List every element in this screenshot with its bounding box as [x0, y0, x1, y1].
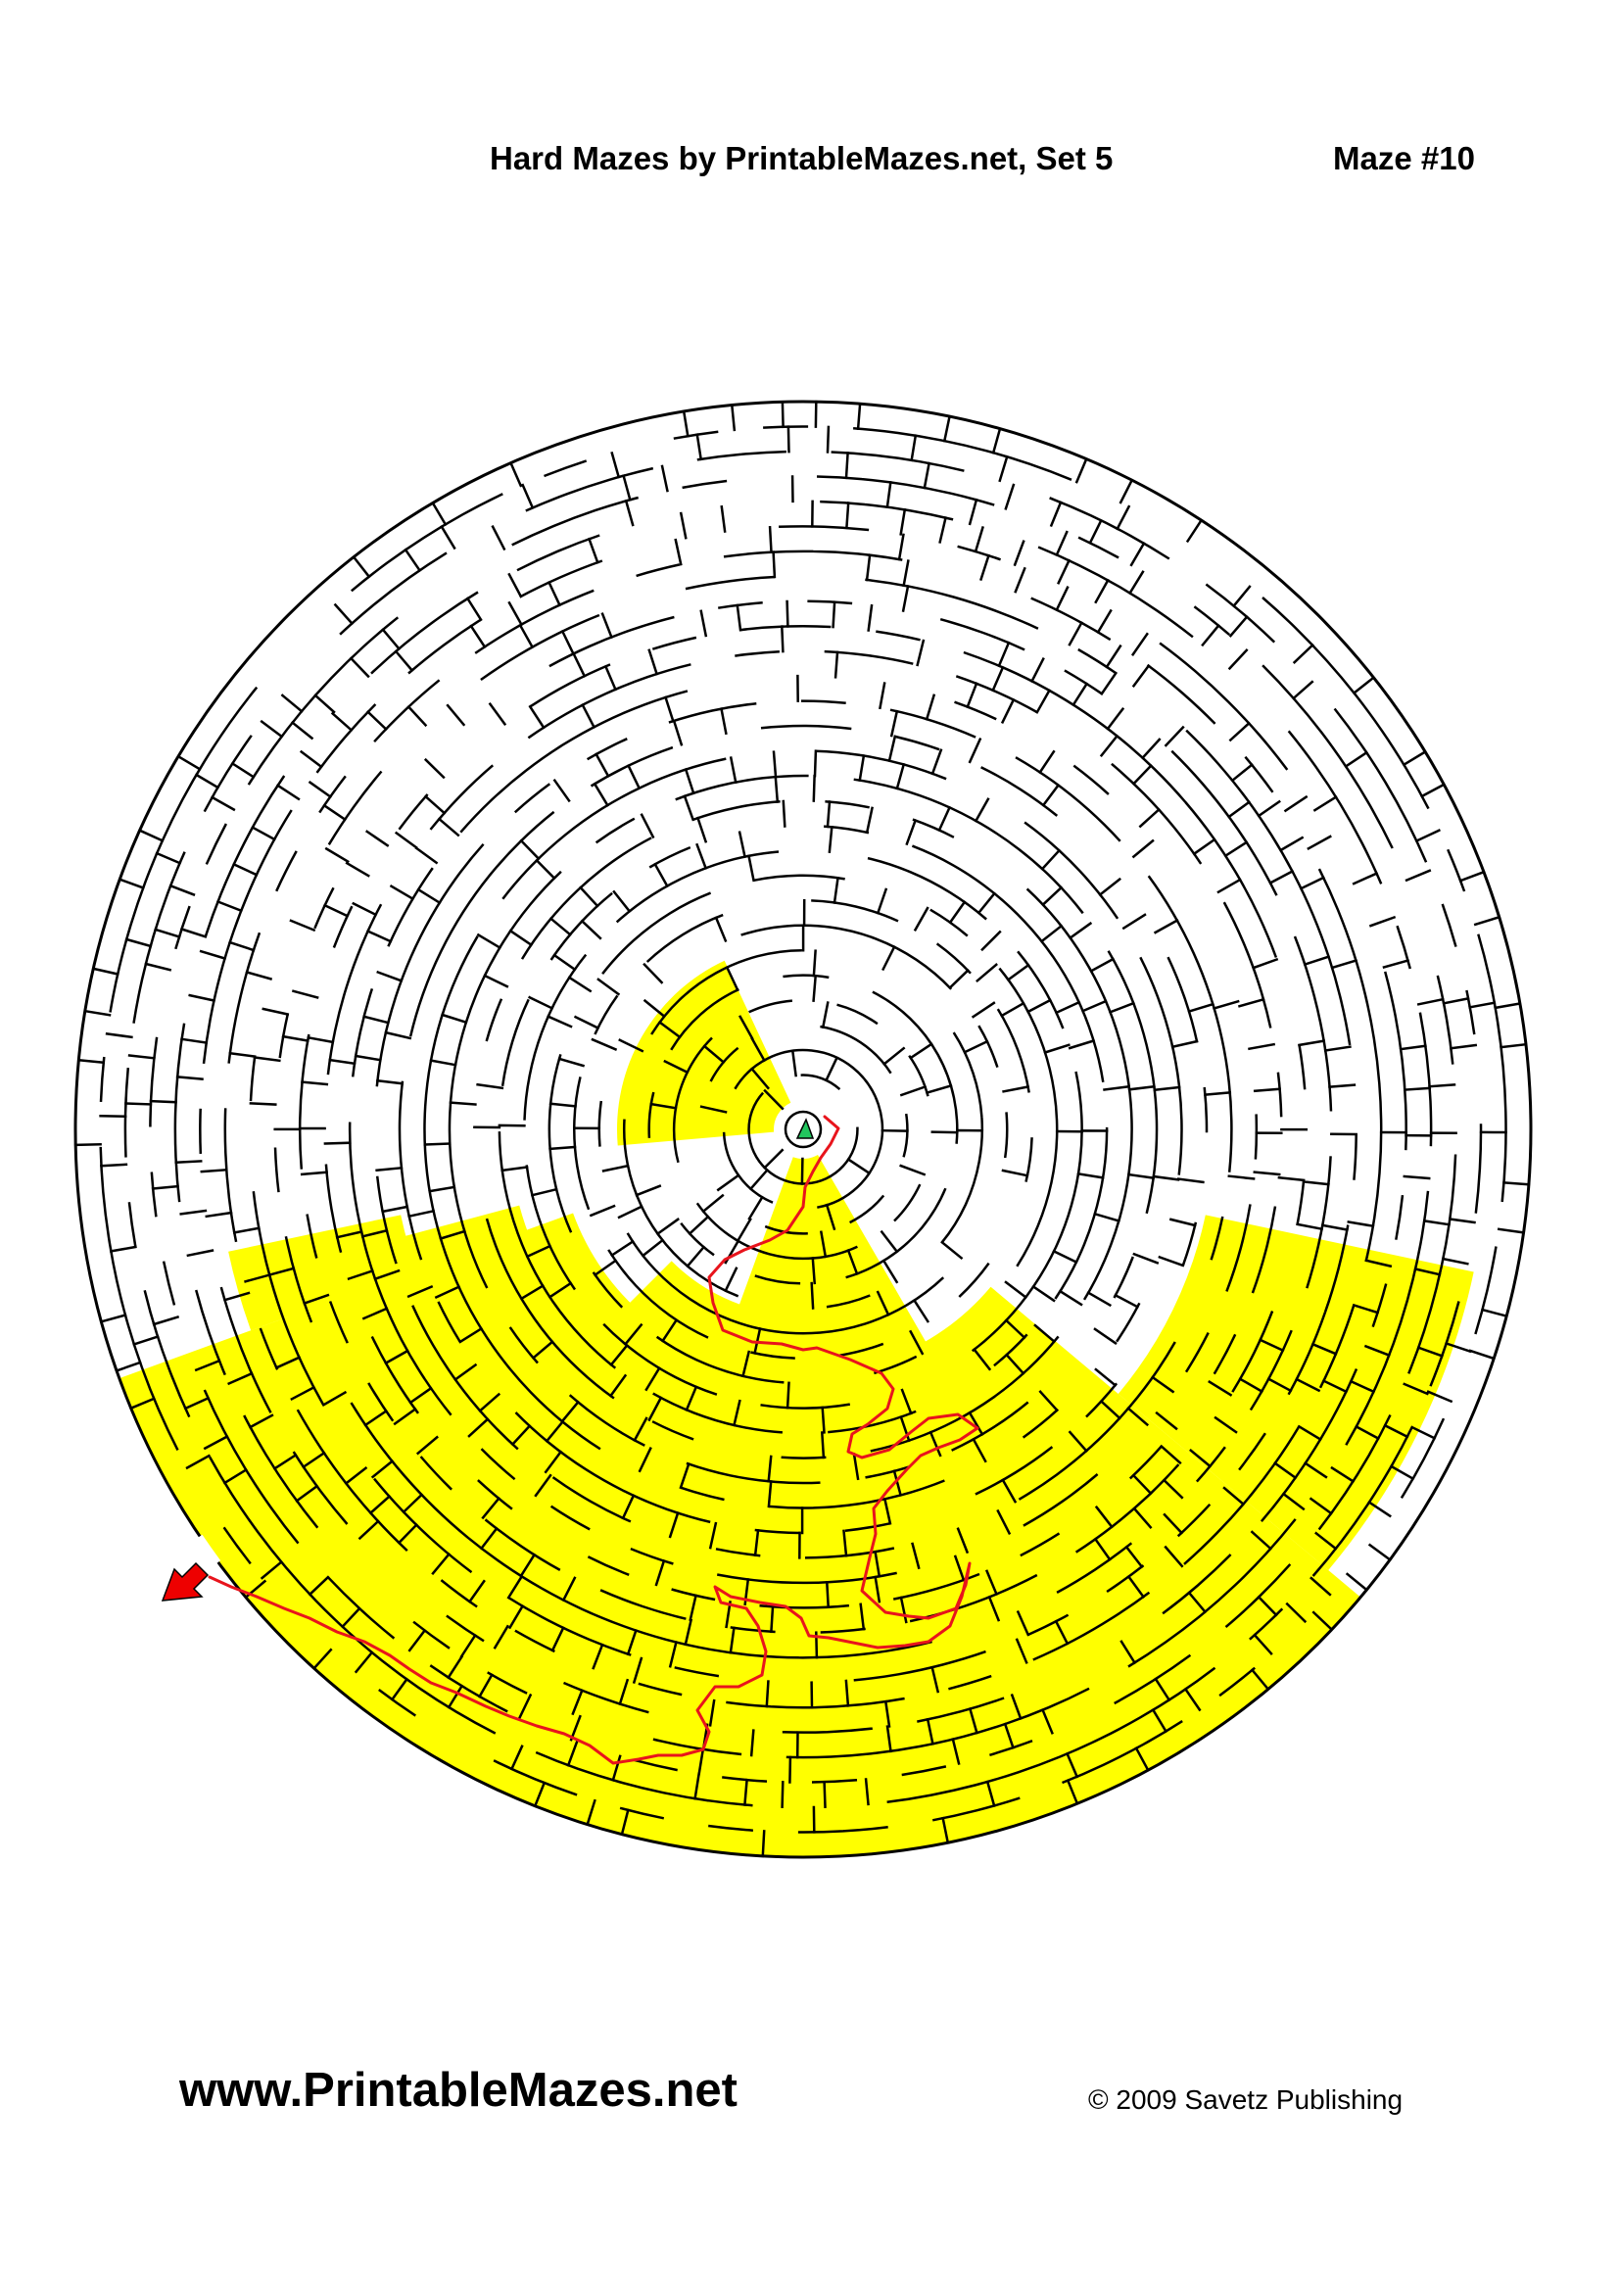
maze-ring-wall: [747, 1074, 859, 1185]
maze-ring-wall: [498, 825, 1109, 1434]
maze-ring-wall: [523, 850, 1083, 1410]
page-title: Hard Mazes by PrintableMazes.net, Set 5: [490, 140, 1114, 176]
solution-path: [208, 1115, 979, 1765]
maze-ring-wall: [249, 575, 1357, 1682]
highlight-mid: [491, 1261, 772, 1564]
website-link[interactable]: www.PrintableMazes.net: [179, 2064, 738, 2117]
maze-exit-gap: [197, 1534, 221, 1564]
copyright-notice: © 2009 Savetz Publishing: [1088, 2084, 1404, 2115]
maze-ring-wall: [298, 624, 1307, 1634]
maze-ring-wall: [149, 475, 1457, 1784]
maze-ring-wall: [223, 550, 1383, 1709]
maze-number: Maze #10: [1333, 140, 1475, 176]
maze-ring-wall: [375, 699, 1233, 1559]
highlight-left-tip: [228, 1215, 417, 1331]
maze-ring-wall: [672, 999, 929, 1261]
maze-ring-wall: [647, 974, 959, 1285]
maze-ring-wall: [123, 450, 1483, 1807]
highlight-inner-wedge: [617, 960, 791, 1146]
maze-ring-wall: [173, 500, 1433, 1759]
exit-arrow-icon: [161, 1561, 210, 1602]
maze-ring-wall: [448, 774, 1159, 1485]
start-marker-icon: [795, 1118, 815, 1139]
maze-radial-walls: [73, 400, 1531, 1858]
start-circle: [784, 1110, 823, 1149]
maze-walls: [73, 400, 1531, 1858]
maze-ring-wall: [597, 924, 1009, 1335]
maze-ring-wall: [398, 724, 1209, 1535]
highlight-right-arm: [1118, 1215, 1474, 1570]
maze-outer-wall: [73, 400, 1533, 1859]
maze-ring-wall: [722, 1048, 884, 1209]
highlight-center-down: [716, 1154, 930, 1384]
